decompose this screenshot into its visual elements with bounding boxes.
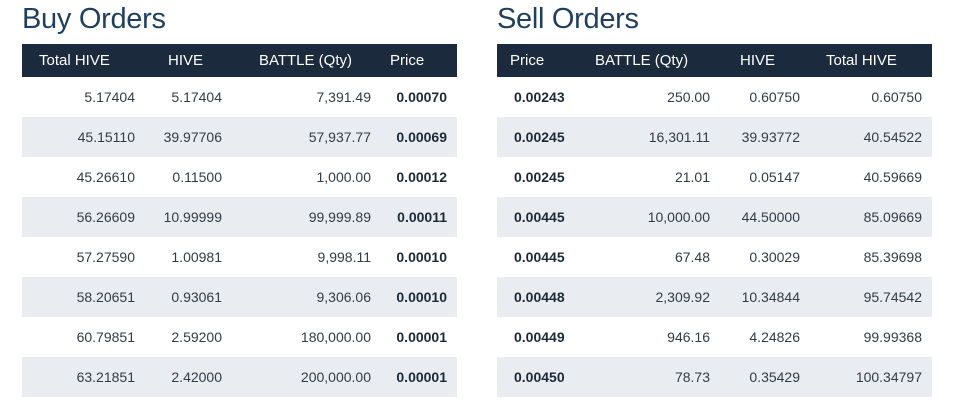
battle-qty-cell: 78.73 [674,369,710,385]
hive-cell: 44.50000 [741,209,800,225]
battle-qty-cell: 180,000.00 [300,329,371,345]
total-hive-cell: 95.74542 [863,289,922,305]
column-header-price[interactable]: Price [510,52,545,69]
table-row[interactable]: 5.17404 5.17404 7,391.49 0.00070 [22,77,457,117]
table-row[interactable]: 58.20651 0.93061 9,306.06 0.00010 [22,277,457,317]
buy-orders-panel: Buy Orders Total HIVE HIVE BATTLE (Qty) … [22,0,457,397]
total-hive-cell: 100.34797 [855,369,922,385]
battle-qty-cell: 250.00 [667,89,710,105]
price-cell: 0.00245 [514,129,565,145]
table-row[interactable]: 0.00445 10,000.00 44.50000 85.09669 [497,197,932,237]
price-cell: 0.00001 [396,369,447,385]
table-row[interactable]: 0.00449 946.16 4.24826 99.99368 [497,317,932,357]
table-row[interactable]: 0.00448 2,309.92 10.34844 95.74542 [497,277,932,317]
hive-cell: 1.00981 [171,249,222,265]
hive-cell: 0.35429 [749,369,800,385]
price-cell: 0.00449 [514,329,565,345]
hive-cell: 39.97706 [163,129,222,145]
column-header-battle-qty[interactable]: BATTLE (Qty) [595,52,689,69]
total-hive-cell: 63.21851 [76,369,135,385]
column-header-price[interactable]: Price [390,52,425,69]
price-cell: 0.00001 [396,329,447,345]
battle-qty-cell: 2,309.92 [655,289,711,305]
price-cell: 0.00448 [514,289,565,305]
price-cell: 0.00070 [396,89,447,105]
total-hive-cell: 85.09669 [863,209,922,225]
battle-qty-cell: 9,998.11 [317,249,371,265]
battle-qty-cell: 99,999.89 [308,209,371,225]
buy-orders-title: Buy Orders [22,3,166,35]
total-hive-cell: 58.20651 [76,289,135,305]
hive-cell: 10.99999 [163,209,222,225]
hive-cell: 0.11500 [172,169,222,185]
price-cell: 0.00445 [514,209,565,225]
total-hive-cell: 5.17404 [84,89,135,105]
sell-orders-panel: Sell Orders Price BATTLE (Qty) HIVE Tota… [497,0,932,397]
price-cell: 0.00445 [514,249,565,265]
battle-qty-cell: 16,301.11 [648,129,710,145]
price-cell: 0.00010 [396,289,447,305]
battle-qty-cell: 7,391.49 [316,89,372,105]
table-row[interactable]: 45.26610 0.11500 1,000.00 0.00012 [22,157,457,197]
hive-cell: 4.24826 [749,329,800,345]
battle-qty-cell: 946.16 [667,329,710,345]
hive-cell: 39.93772 [741,129,800,145]
total-hive-cell: 85.39698 [863,249,922,265]
battle-qty-cell: 1,000.00 [316,169,372,185]
hive-cell: 0.93061 [171,289,222,305]
price-cell: 0.00010 [396,249,447,265]
column-header-hive[interactable]: HIVE [168,52,204,69]
table-row[interactable]: 0.00245 21.01 0.05147 40.59669 [497,157,932,197]
buy-orders-header-row: Total HIVE HIVE BATTLE (Qty) Price [22,44,457,77]
table-row[interactable]: 0.00445 67.48 0.30029 85.39698 [497,237,932,277]
price-cell: 0.00243 [514,89,565,105]
sell-orders-header-row: Price BATTLE (Qty) HIVE Total HIVE [497,44,932,77]
total-hive-cell: 0.60750 [871,89,922,105]
hive-cell: 10.34844 [741,289,800,305]
total-hive-cell: 99.99368 [863,329,922,345]
table-row[interactable]: 45.15110 39.97706 57,937.77 0.00069 [22,117,457,157]
column-header-hive[interactable]: HIVE [740,52,776,69]
battle-qty-cell: 67.48 [674,249,710,265]
hive-cell: 2.59200 [171,329,222,345]
price-cell: 0.00011 [397,209,447,225]
table-row[interactable]: 0.00450 78.73 0.35429 100.34797 [497,357,932,397]
battle-qty-cell: 21.01 [674,169,710,185]
table-row[interactable]: 60.79851 2.59200 180,000.00 0.00001 [22,317,457,357]
total-hive-cell: 45.26610 [76,169,135,185]
total-hive-cell: 45.15110 [77,129,135,145]
buy-orders-table: Total HIVE HIVE BATTLE (Qty) Price 5.174… [22,44,457,397]
total-hive-cell: 40.59669 [863,169,922,185]
total-hive-cell: 40.54522 [863,129,922,145]
total-hive-cell: 57.27590 [76,249,135,265]
battle-qty-cell: 10,000.00 [647,209,710,225]
hive-cell: 0.60750 [749,89,800,105]
column-header-total-hive[interactable]: Total HIVE [39,52,110,69]
price-cell: 0.00012 [396,169,447,185]
column-header-battle-qty[interactable]: BATTLE (Qty) [227,44,371,77]
table-row[interactable]: 63.21851 2.42000 200,000.00 0.00001 [22,357,457,397]
total-hive-cell: 60.79851 [76,329,135,345]
price-cell: 0.00069 [396,129,447,145]
hive-cell: 0.05147 [749,169,800,185]
hive-cell: 2.42000 [171,369,222,385]
hive-cell: 5.17404 [171,89,222,105]
battle-qty-cell: 9,306.06 [316,289,372,305]
price-cell: 0.00450 [514,369,565,385]
sell-orders-table: Price BATTLE (Qty) HIVE Total HIVE 0.002… [497,44,932,397]
table-row[interactable]: 0.00243 250.00 0.60750 0.60750 [497,77,932,117]
table-row[interactable]: 57.27590 1.00981 9,998.11 0.00010 [22,237,457,277]
battle-qty-cell: 57,937.77 [308,129,371,145]
total-hive-cell: 56.26609 [76,209,135,225]
sell-orders-title: Sell Orders [497,3,639,35]
battle-qty-cell: 200,000.00 [300,369,371,385]
table-row[interactable]: 56.26609 10.99999 99,999.89 0.00011 [22,197,457,237]
table-row[interactable]: 0.00245 16,301.11 39.93772 40.54522 [497,117,932,157]
column-header-battle-qty-label: BATTLE (Qty) [258,52,352,69]
column-header-total-hive[interactable]: Total HIVE [826,52,897,69]
price-cell: 0.00245 [514,169,565,185]
hive-cell: 0.30029 [749,249,800,265]
